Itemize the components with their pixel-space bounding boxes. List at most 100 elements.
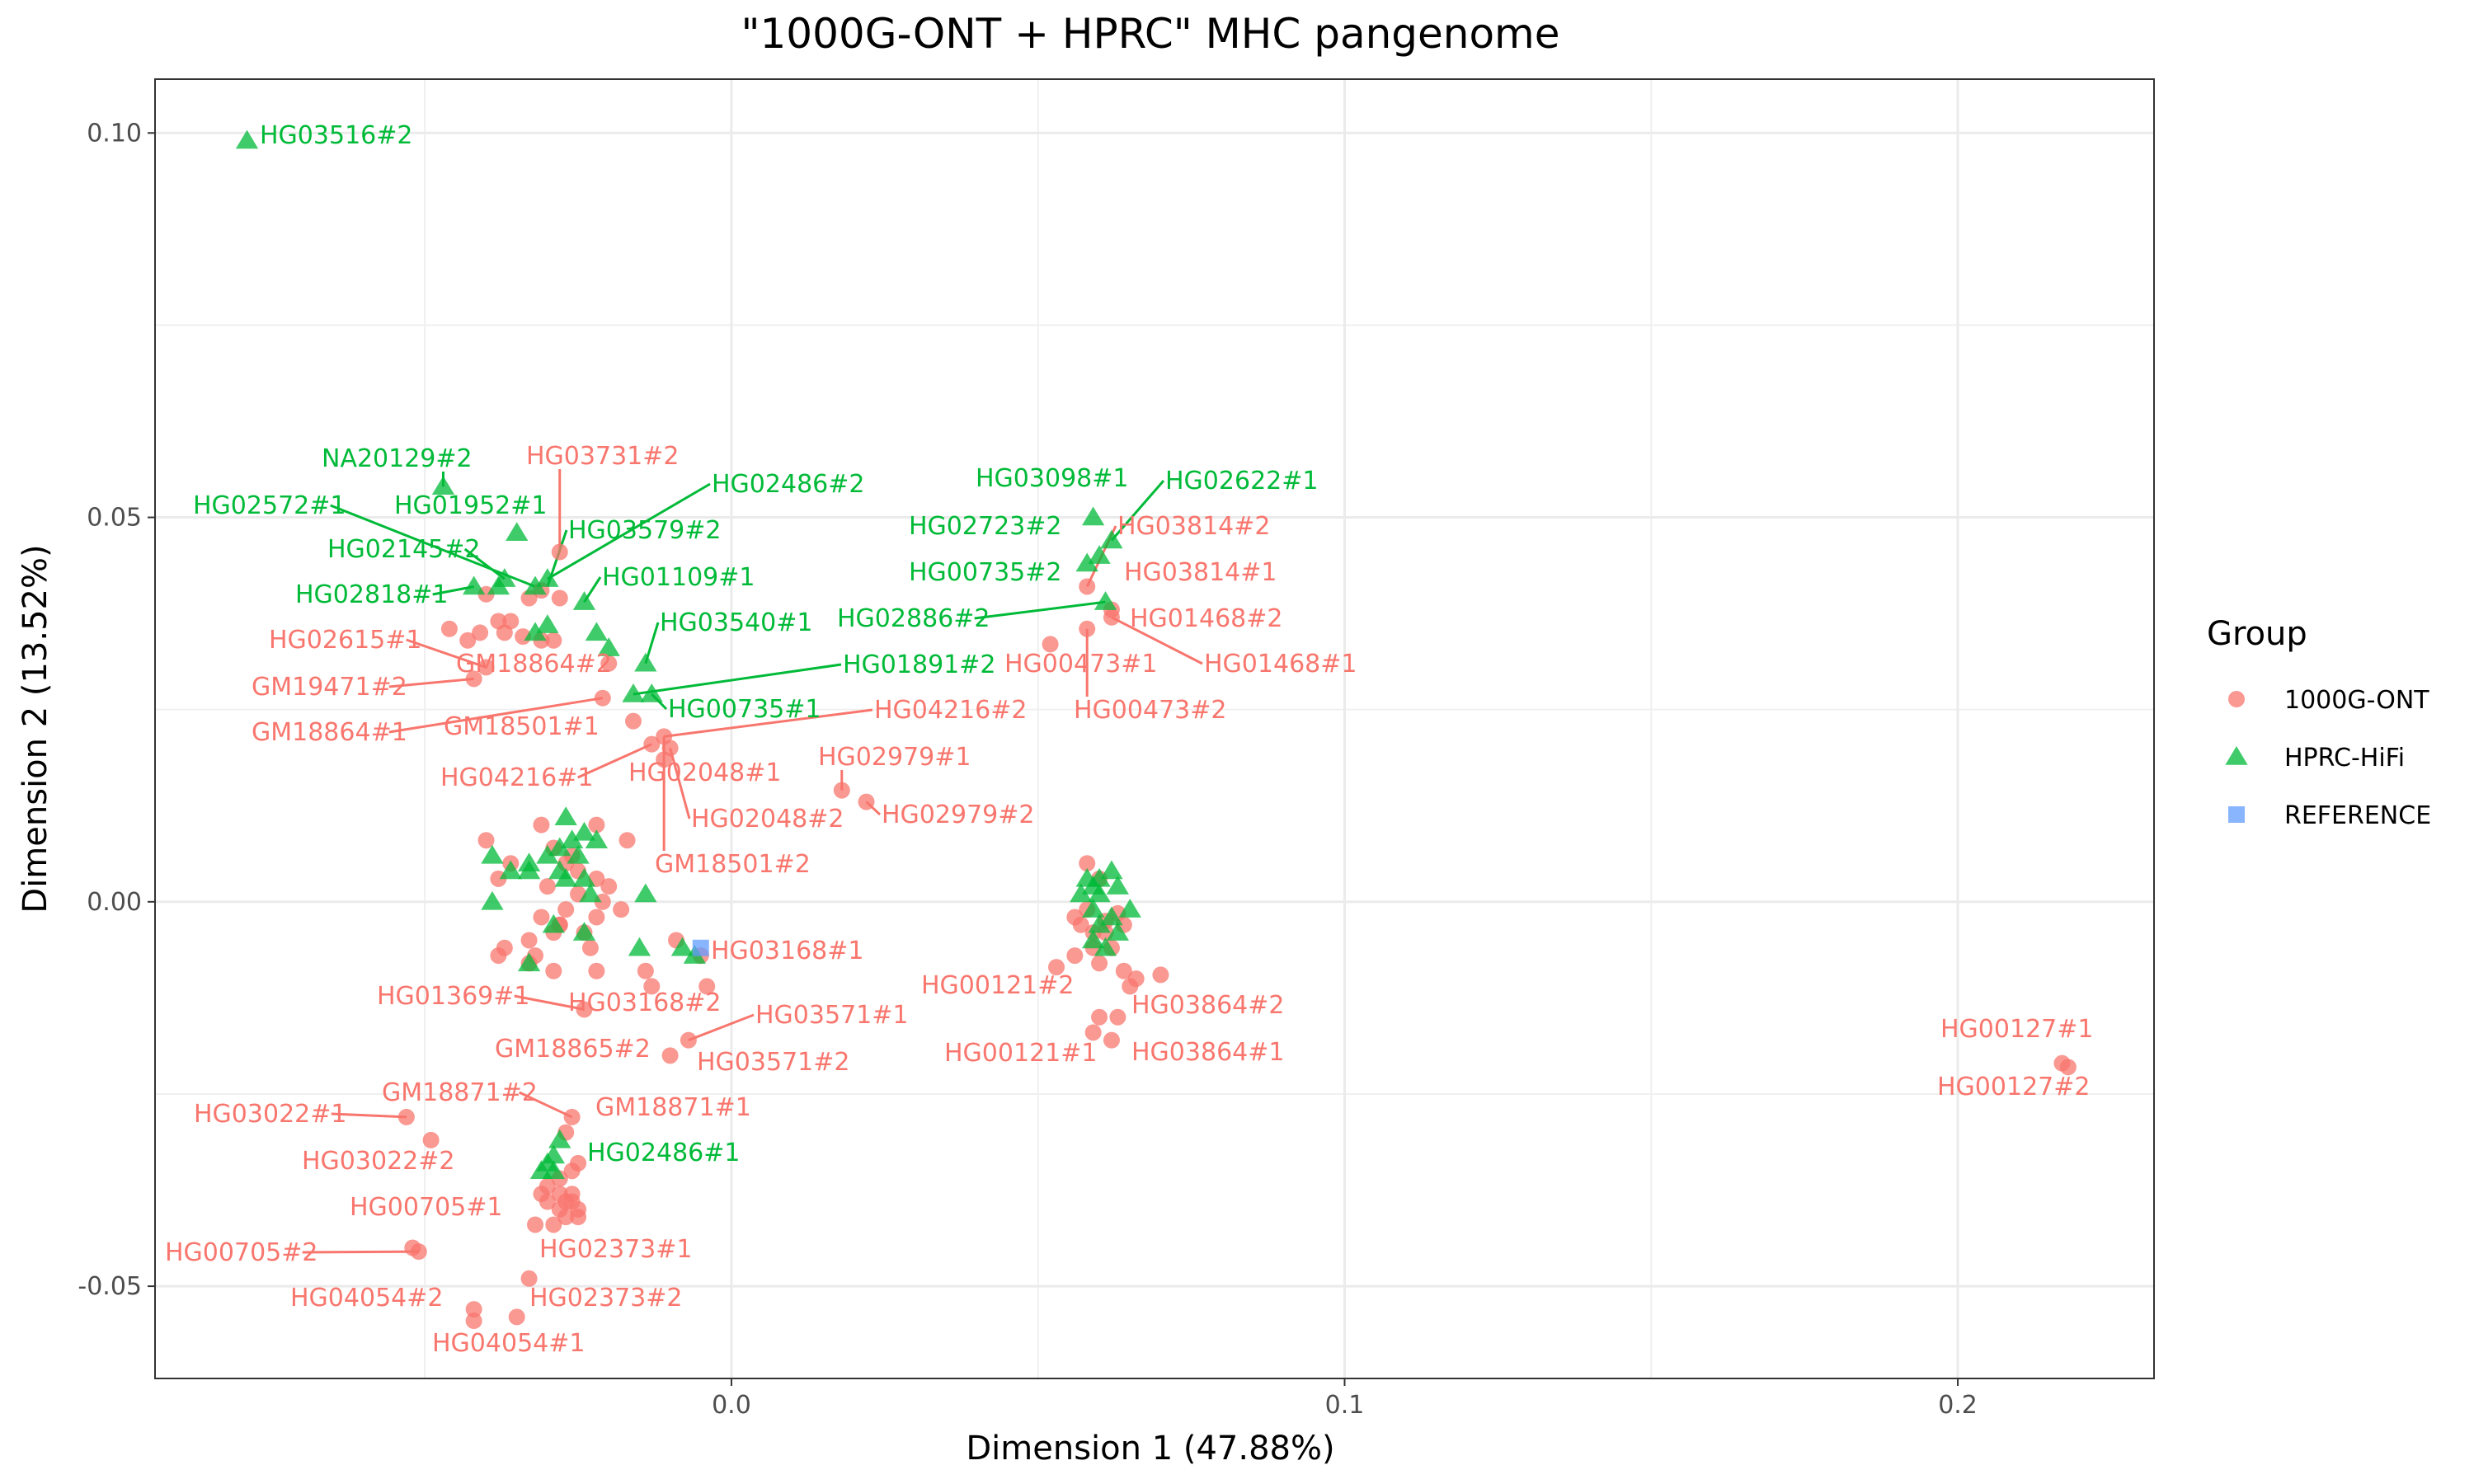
point-label: HG01891#2 xyxy=(843,650,995,679)
point-label: HG02818#1 xyxy=(295,580,448,609)
point-label: HG03571#1 xyxy=(755,1001,908,1030)
hprc-hifi-point xyxy=(524,575,547,595)
point-label: HG03571#2 xyxy=(697,1048,849,1077)
1000g-ont-point xyxy=(637,962,654,979)
hprc-hifi-point xyxy=(1100,906,1123,926)
point-label: HG03579#2 xyxy=(568,516,721,545)
y-tick-label: 0.05 xyxy=(87,504,142,533)
leader-line xyxy=(688,1013,755,1042)
panel-background xyxy=(155,79,2154,1378)
1000g-ont-point xyxy=(588,909,605,926)
hprc-hifi-point xyxy=(487,575,510,595)
y-tick-label: -0.05 xyxy=(78,1272,142,1301)
1000g-ont-point xyxy=(618,832,636,849)
1000g-ont-point xyxy=(539,1193,556,1210)
1000g-ont-point xyxy=(477,659,495,676)
hprc-hifi-point xyxy=(1088,883,1111,903)
point-label: HG02486#1 xyxy=(587,1139,740,1167)
x-tick-label: 0.0 xyxy=(712,1391,751,1420)
hprc-hifi-point xyxy=(640,683,663,702)
point-label: HG00127#2 xyxy=(1937,1073,2090,1101)
point-label: HG02723#2 xyxy=(909,512,1061,541)
point-label: HG00121#2 xyxy=(921,971,1074,1000)
hprc-hifi-point xyxy=(1075,552,1098,572)
1000g-ont-point xyxy=(397,1108,415,1125)
1000g-ont-point xyxy=(833,782,850,799)
1000g-ont-point xyxy=(465,1313,482,1330)
1000g-ont-point xyxy=(520,1270,538,1287)
point-label: HG03814#2 xyxy=(1117,512,1270,541)
1000g-ont-point xyxy=(624,712,642,730)
x-axis-title: Dimension 1 (47.88%) xyxy=(966,1430,1334,1468)
hprc-hifi-point xyxy=(499,860,522,880)
point-label: HG01468#1 xyxy=(1204,650,1357,679)
hprc-hifi-point xyxy=(1088,913,1111,933)
hprc-hifi-point xyxy=(554,806,577,825)
hprc-hifi-point xyxy=(1106,922,1130,941)
point-label: GM18864#1 xyxy=(252,718,407,747)
hprc-hifi-point xyxy=(585,622,609,641)
hprc-hifi-point xyxy=(542,1160,565,1179)
point-label: HG03864#2 xyxy=(1131,991,1284,1020)
point-label: HG03516#2 xyxy=(260,121,412,150)
point-label: GM18501#2 xyxy=(655,850,811,879)
legend-title: Group xyxy=(2207,615,2307,653)
1000g-ont-point xyxy=(551,589,568,607)
point-label: GM18501#1 xyxy=(444,712,600,741)
1000g-ont-point xyxy=(1079,578,1096,595)
point-label: HG01952#1 xyxy=(394,491,547,520)
1000g-ont-point xyxy=(545,962,562,979)
hprc-hifi-point xyxy=(670,937,694,956)
hprc-hifi-point xyxy=(524,622,547,641)
point-label: HG03098#1 xyxy=(976,464,1128,493)
1000g-ont-point xyxy=(465,1301,482,1318)
hprc-hifi-point xyxy=(1081,929,1105,949)
point-label: HG03540#1 xyxy=(660,608,812,637)
x-axis: 0.0 0.1 0.2 xyxy=(712,1378,1978,1420)
point-label: HG02622#1 xyxy=(1165,467,1318,495)
hprc-hifi-point xyxy=(579,883,602,903)
hprc-hifi-point xyxy=(1094,591,1117,610)
1000g-ont-point xyxy=(1048,959,1065,976)
hprc-hifi-point xyxy=(506,522,529,541)
hprc-hifi-point xyxy=(517,952,541,972)
point-label: HG01109#1 xyxy=(602,563,755,592)
point-label: HG03731#2 xyxy=(526,442,679,471)
1000g-ont-point xyxy=(1152,966,1169,984)
leader-line xyxy=(519,1091,573,1119)
1000g-ont-point xyxy=(1122,978,1139,995)
leader-line xyxy=(1111,616,1203,665)
1000g-ont-point xyxy=(410,1243,427,1261)
hprc-hifi-point xyxy=(597,637,620,656)
point-label: HG02979#1 xyxy=(818,743,971,772)
1000g-ont-point xyxy=(1079,855,1096,872)
point-label: GM18865#2 xyxy=(495,1035,651,1064)
hprc-hifi-point xyxy=(1100,860,1123,880)
panel-border xyxy=(154,78,2155,1379)
hprc-hifi-point xyxy=(1070,883,1093,903)
hprc-hifi-point xyxy=(536,844,559,864)
leader-line xyxy=(406,638,487,669)
hprc-hifi-point xyxy=(481,890,504,910)
point-label: HG04216#2 xyxy=(874,696,1027,725)
point-label: HG00735#2 xyxy=(909,558,1061,587)
point-label: HG03022#1 xyxy=(194,1100,346,1129)
1000g-ont-point xyxy=(656,751,673,768)
1000g-ont-point xyxy=(563,1108,581,1125)
hprc-hifi-point xyxy=(567,844,590,864)
1000g-ont-point xyxy=(551,543,568,561)
point-label: HG00705#1 xyxy=(350,1193,502,1222)
point-label: HG02373#1 xyxy=(539,1235,692,1264)
point-label: GM18871#2 xyxy=(382,1078,538,1107)
hprc-hifi-point xyxy=(463,575,486,595)
point-label: HG02615#1 xyxy=(269,626,421,655)
hprc-hifi-point xyxy=(560,829,584,848)
legend-key-1000g-ont xyxy=(2228,691,2245,707)
point-label: HG02145#2 xyxy=(327,535,480,564)
point-label: HG00473#1 xyxy=(1004,650,1157,679)
1000g-ont-point xyxy=(557,901,575,918)
point-label: HG04216#1 xyxy=(440,763,593,792)
1000g-ont-point xyxy=(563,1193,581,1210)
